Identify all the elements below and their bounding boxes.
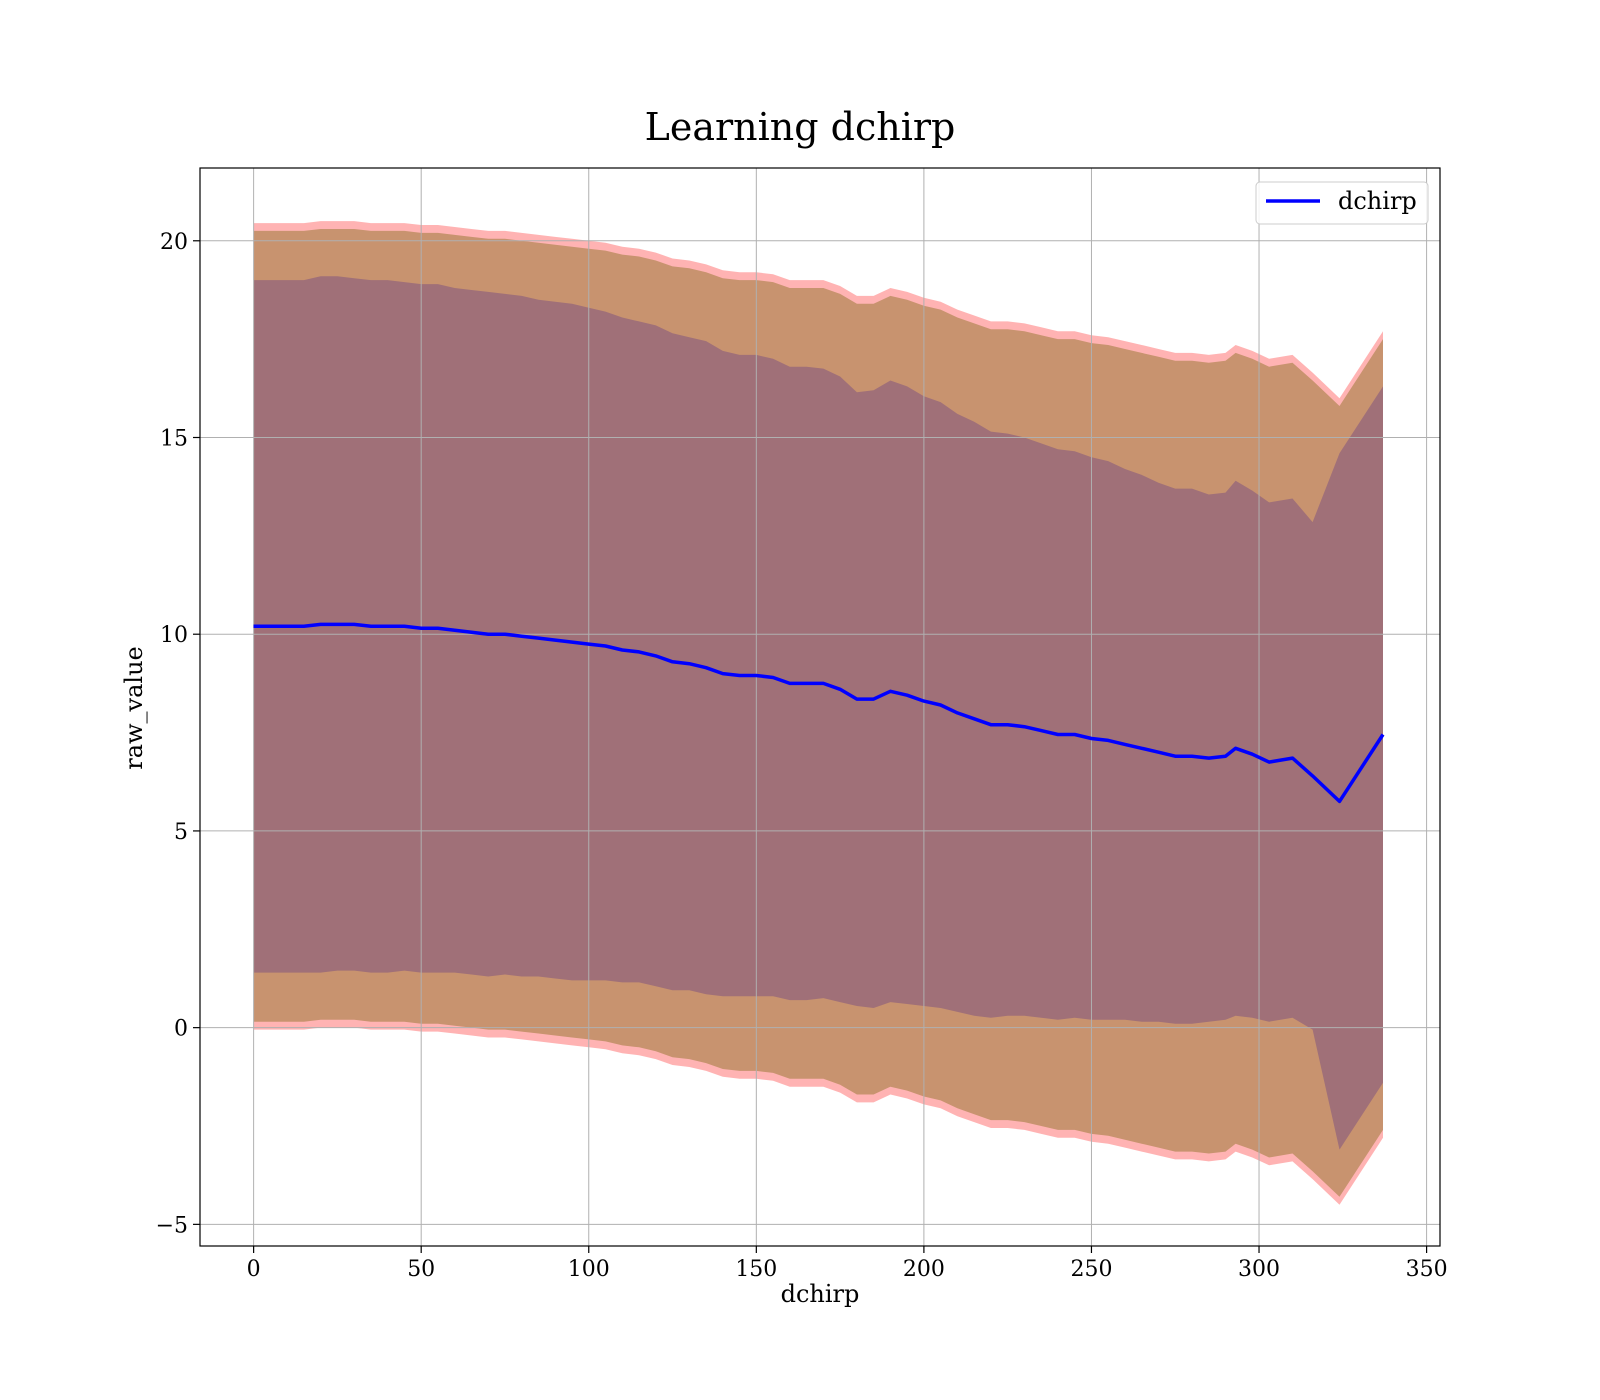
legend: dchirp bbox=[1255, 181, 1429, 225]
y-tick-label: 0 bbox=[174, 1017, 188, 1042]
grid-lines bbox=[200, 168, 1440, 1246]
x-axis-ticks: 0 50 100 150 200 250 300 350 bbox=[247, 1246, 1448, 1282]
x-tick-label: 0 bbox=[247, 1257, 261, 1282]
x-tick-label: 150 bbox=[735, 1257, 777, 1282]
inner-band bbox=[253, 276, 1384, 1150]
legend-label: dchirp bbox=[1338, 187, 1417, 215]
confidence-bands bbox=[253, 221, 1384, 1205]
x-tick-label: 300 bbox=[1238, 1257, 1280, 1282]
x-tick-label: 100 bbox=[568, 1257, 610, 1282]
plot-frame bbox=[199, 167, 1441, 1247]
x-tick-label: 250 bbox=[1070, 1257, 1112, 1282]
legend-box bbox=[1255, 181, 1429, 225]
x-tick-label: 50 bbox=[407, 1257, 435, 1282]
y-tick-label: 5 bbox=[174, 820, 188, 845]
y-axis-label: raw_value bbox=[120, 646, 148, 770]
x-tick-label: 200 bbox=[903, 1257, 945, 1282]
y-tick-label: 15 bbox=[160, 427, 188, 452]
chart-title: Learning dchirp bbox=[645, 105, 956, 149]
x-tick-label: 350 bbox=[1406, 1257, 1448, 1282]
y-axis-ticks: −5 0 5 10 15 20 bbox=[156, 230, 200, 1238]
series-lines bbox=[253, 622, 1385, 804]
y-tick-label: 20 bbox=[160, 230, 188, 255]
dchirp-line bbox=[253, 622, 1385, 804]
y-tick-label: 10 bbox=[160, 623, 188, 648]
y-tick-label: −5 bbox=[156, 1213, 188, 1238]
x-axis-label: dchirp bbox=[781, 1280, 860, 1308]
